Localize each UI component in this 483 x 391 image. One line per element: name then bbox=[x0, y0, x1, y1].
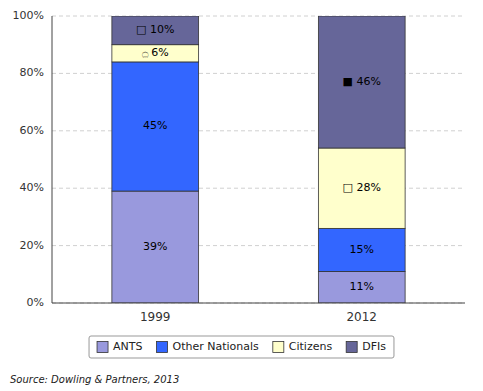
y-tick-label: 100% bbox=[13, 9, 44, 22]
legend-swatch bbox=[157, 342, 168, 353]
y-axis bbox=[52, 16, 53, 303]
legend-swatch bbox=[273, 342, 284, 353]
y-tick-label: 20% bbox=[20, 239, 44, 252]
legend-label: Other Nationals bbox=[173, 340, 260, 353]
bar-segment bbox=[112, 16, 199, 45]
chart: 0% 20% 40% 60% 80% 100% 39% 11% 45% 15% ۝ 6% □ 28% □… bbox=[0, 0, 483, 391]
data-label: □ 10% bbox=[136, 23, 174, 36]
legend-frame bbox=[89, 336, 394, 358]
x-tick-label: 2012 bbox=[346, 310, 377, 324]
y-tick-label: 0% bbox=[27, 296, 44, 309]
y-tick-label: 80% bbox=[20, 66, 44, 79]
data-label: 11% bbox=[350, 280, 374, 293]
legend-swatch bbox=[97, 342, 108, 353]
bar-segment bbox=[318, 148, 405, 228]
bar-segment bbox=[112, 45, 199, 62]
legend-swatch bbox=[346, 342, 357, 353]
legend: ANTS Other Nationals Citizens DFIs bbox=[89, 336, 394, 358]
bar-segment bbox=[112, 191, 199, 303]
legend-label: DFIs bbox=[362, 340, 386, 353]
annotation: Source: Dowling & Partners, 2013 bbox=[10, 374, 179, 385]
bar-segment bbox=[318, 271, 405, 303]
bars bbox=[112, 16, 405, 303]
data-labels: 39% 11% 45% 15% ۝ 6% □ 28% □ 10% ■ 46% bbox=[136, 23, 381, 293]
x-tick-label: 1999 bbox=[140, 310, 171, 324]
y-tick-label: 40% bbox=[20, 181, 44, 194]
data-label: □ 28% bbox=[343, 181, 381, 194]
legend-label: ANTS bbox=[113, 340, 142, 353]
bar-segment bbox=[112, 62, 199, 191]
y-tick-label: 60% bbox=[20, 124, 44, 137]
data-label: ۝ 6% bbox=[142, 46, 169, 59]
x-axis bbox=[52, 303, 465, 304]
data-label: 39% bbox=[143, 240, 167, 253]
legend-label: Citizens bbox=[289, 340, 333, 353]
data-label: 45% bbox=[143, 119, 167, 132]
bar-segment bbox=[318, 16, 405, 148]
bar-segment bbox=[318, 228, 405, 271]
data-label: 15% bbox=[350, 243, 374, 256]
grid-line bbox=[52, 303, 465, 304]
data-label: ■ 46% bbox=[343, 75, 381, 88]
